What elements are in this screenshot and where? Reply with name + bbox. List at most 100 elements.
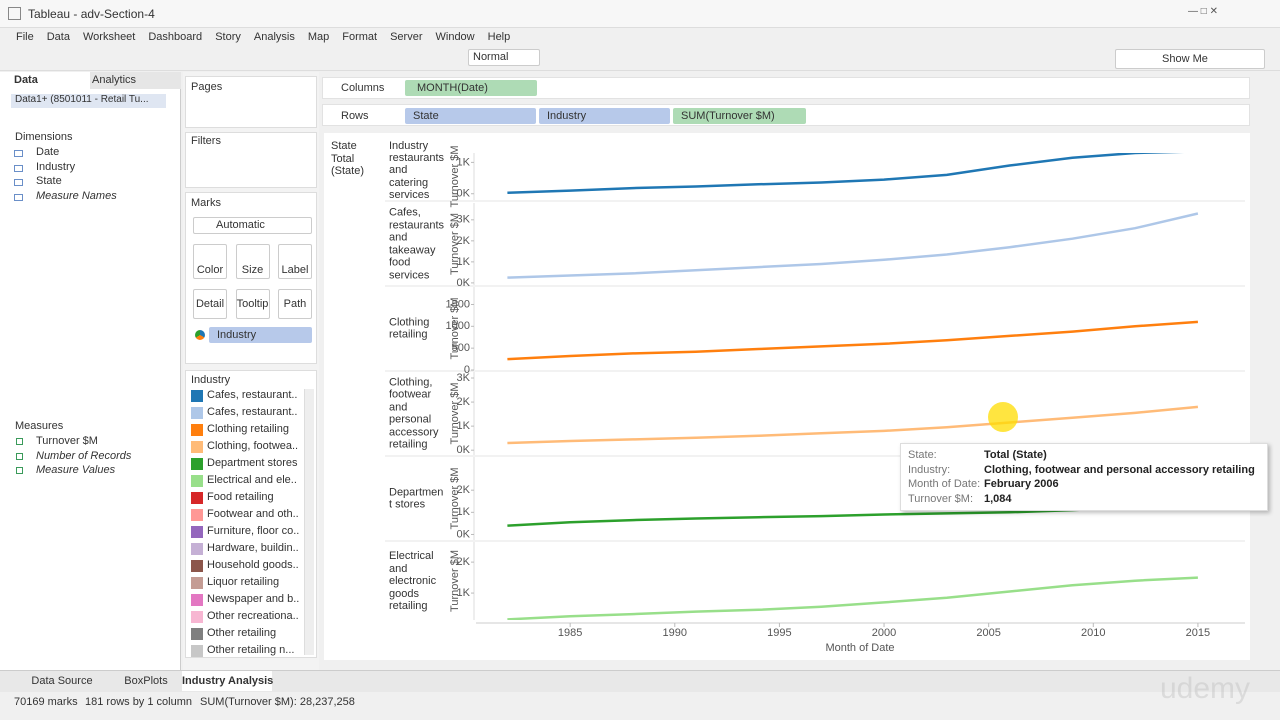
measure-field[interactable]: Measure Values [36,464,116,476]
columns-shelf: Columns MONTH(Date) [322,77,1250,99]
y-tick-label: 2K [457,235,471,247]
window-controls[interactable]: — □ ✕ [1188,6,1218,17]
y-tick-label: 1K [457,256,471,268]
app-icon [8,7,21,20]
row-header: Clothing, footwear and personal accessor… [389,376,439,451]
field-icon [14,193,23,201]
dimension-field[interactable]: Date [36,146,60,158]
dimension-field[interactable]: Measure Names [36,189,117,202]
sheet-tabs: Data Source BoxPlots Industry Analysis [0,670,1280,692]
y-tick-label: 1K [457,587,471,599]
legend-label[interactable]: Furniture, floor co.. [207,525,300,537]
legend-swatch [191,424,203,436]
y-tick-label: 1K [457,506,471,518]
analytics-tab[interactable]: Analytics [90,72,181,89]
x-tick-label: 2015 [1186,627,1210,639]
sheet-tab[interactable]: BoxPlots [124,675,168,687]
menu-item[interactable]: File [16,30,34,43]
legend-label[interactable]: Electrical and ele.. [207,474,297,486]
measures-header: Measures [15,420,64,432]
window-title: Tableau - adv-Section-4 [28,7,155,21]
legend-title: Industry [191,374,231,386]
sheet-tab[interactable]: Industry Analysis [182,671,273,691]
legend-label[interactable]: Cafes, restaurant.. [207,406,298,418]
legend-label[interactable]: Clothing, footwea.. [207,440,299,452]
status-bar: 70169 marks 181 rows by 1 column SUM(Turno… [0,694,1280,712]
menu-item[interactable]: Help [487,30,511,43]
field-icon [16,452,23,460]
mark-type-dropdown[interactable]: Automatic [193,217,312,234]
rows-pill[interactable]: State [405,108,536,124]
color-pill[interactable]: Industry [209,327,312,343]
mark-button[interactable]: Detail [193,289,227,319]
row-header: Cafes, restaurants and takeaway food ser… [389,206,445,282]
tooltip-label: Industry: [908,463,951,476]
menu-item[interactable]: Window [435,30,475,43]
data-tab[interactable]: Data [0,72,90,89]
industry-header: Industry [389,140,431,152]
y-tick-label: 0K [457,277,471,289]
y-axis-title: Turnover $M [449,550,461,612]
mark-button[interactable]: Path [278,289,312,319]
legend-label[interactable]: Cafes, restaurant.. [207,389,298,401]
menu-item[interactable]: Analysis [253,30,295,43]
filters-card: Filters [185,132,317,188]
y-axis-title: Turnover $M [449,213,461,275]
legend-label[interactable]: Food retailing [207,491,274,503]
legend-label[interactable]: Hardware, buildin.. [207,542,299,554]
pages-card: Pages [185,76,317,128]
field-icon [14,164,23,172]
legend-label[interactable]: Footwear and oth.. [207,508,299,520]
menu-item[interactable]: Server [390,30,423,43]
data-pane: Data Analytics Data1+ (8501011 - Retail … [0,72,181,670]
measure-field[interactable]: Number of Records [36,449,132,462]
x-tick-label: 2000 [872,627,896,639]
mark-button[interactable]: Color [193,244,227,279]
menu-item[interactable]: Worksheet [82,30,136,43]
series-line [507,576,1198,620]
legend-label[interactable]: Household goods.. [207,559,299,571]
legend-label[interactable]: Liquor retailing [207,576,280,588]
legend-label[interactable]: Newspaper and b.. [207,593,300,605]
y-tick-label: 3K [457,214,471,226]
legend-swatch [191,458,203,470]
rows-label: Rows [341,110,369,122]
legend-label[interactable]: Department stores [207,457,298,469]
menu-item[interactable]: Dashboard [148,30,203,43]
menu-item[interactable]: Story [215,30,241,43]
y-tick-label: 0K [457,528,471,540]
legend-swatch [191,407,203,419]
legend-label[interactable]: Other retailing n... [207,644,295,656]
measure-field[interactable]: Turnover $M [36,435,98,447]
menu-item[interactable]: Format [342,30,378,43]
menu-item[interactable]: Map [307,30,330,43]
legend-label[interactable]: Other retailing [207,627,277,639]
legend-swatch [191,509,203,521]
fit-dropdown[interactable]: Normal [468,49,540,66]
dimension-field[interactable]: State [36,175,62,187]
mark-button[interactable]: Tooltip [235,289,270,319]
dimension-field[interactable]: Industry [36,160,76,173]
mark-button[interactable]: Size [235,244,270,279]
y-tick-label: 2K [457,484,471,496]
legend-label[interactable]: Other recreationa.. [207,610,299,622]
datasource[interactable]: Data1+ (8501011 - Retail Tu... [11,94,166,108]
y-tick-label: 1K [457,156,471,168]
show-me-button[interactable]: Show Me [1115,49,1265,69]
sheet-tab[interactable]: Data Source [31,675,93,687]
y-tick-label: 500 [452,342,470,354]
menu-item[interactable]: Data [46,30,70,43]
series-line [507,153,1185,195]
columns-pill[interactable]: MONTH(Date) [405,80,537,96]
rows-pill[interactable]: Industry [539,108,670,124]
menu-bar: File Data Worksheet Dashboard Story Analysis M… [0,28,1280,45]
marks-card: Marks Automatic Color Size Label Detail Tool… [185,192,317,364]
legend-scrollbar[interactable] [304,389,314,655]
tooltip-value: Total (State) [984,449,1047,461]
legend-label[interactable]: Clothing retailing [207,423,289,435]
rows-pill[interactable]: SUM(Turnover $M) [673,108,806,124]
dimensions-header: Dimensions [15,131,73,143]
mark-button[interactable]: Label [278,244,312,279]
